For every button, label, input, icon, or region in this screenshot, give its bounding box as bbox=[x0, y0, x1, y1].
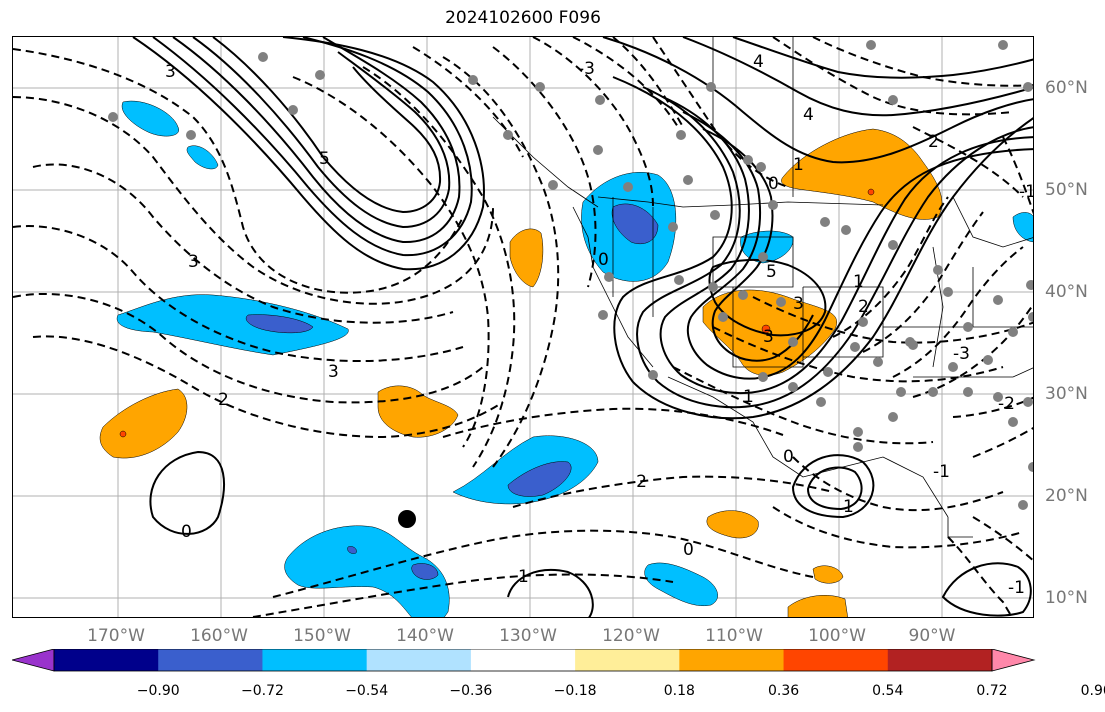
contour-label: 0 bbox=[783, 447, 794, 467]
colorbar-tick-label: −0.54 bbox=[345, 683, 389, 699]
colorbar-tick-label: −0.90 bbox=[136, 683, 180, 699]
contour-label: 1 bbox=[743, 387, 754, 407]
colorbar-segment bbox=[158, 649, 263, 671]
contour-label: 2 bbox=[858, 297, 869, 317]
contour-label: 0 bbox=[181, 522, 192, 542]
contour-label: 0 bbox=[598, 250, 609, 270]
colorbar-tick-label: −0.72 bbox=[240, 683, 284, 699]
contour-label: -2 bbox=[630, 472, 647, 492]
lon-label: 140°W bbox=[396, 626, 454, 646]
colorbar-segment bbox=[887, 649, 993, 671]
lon-label: 100°W bbox=[808, 626, 866, 646]
contour-label: 3 bbox=[188, 252, 199, 272]
map-panel: 5 4 3 3 2 1 0 0 1 2 3 4 5 -3 -2 -1 0 1 3… bbox=[12, 36, 1034, 618]
lat-label: 30°N bbox=[1045, 384, 1088, 404]
contour-label: 3 bbox=[165, 62, 176, 82]
colorbar-segment bbox=[366, 649, 472, 671]
lat-label: 10°N bbox=[1045, 588, 1088, 608]
contour-label-layer: 5 4 3 3 2 1 0 0 1 2 3 4 5 -3 -2 -1 0 1 3… bbox=[165, 52, 1034, 598]
colorbar-segment bbox=[783, 649, 889, 671]
contour-label: -3 bbox=[953, 344, 970, 364]
observation-station-markers bbox=[108, 40, 1033, 510]
contour-label: -3 bbox=[578, 59, 595, 79]
contour-label: 3 bbox=[793, 294, 804, 314]
colorbar-segment bbox=[54, 649, 159, 671]
contour-label: 0 bbox=[768, 174, 779, 194]
plot-title: 2024102600 F096 bbox=[445, 8, 601, 28]
contour-label: 1 bbox=[518, 567, 529, 587]
contour-label: -2 bbox=[998, 394, 1015, 414]
colorbar-tick-label: −0.36 bbox=[449, 683, 493, 699]
lat-label: 60°N bbox=[1045, 78, 1088, 98]
lat-label: 50°N bbox=[1045, 180, 1088, 200]
lon-label: 120°W bbox=[602, 626, 660, 646]
colorbar-tick-label: 0.54 bbox=[872, 683, 904, 699]
contour-label: 5 bbox=[766, 262, 777, 282]
colorbar-segment bbox=[679, 649, 785, 671]
positive-contours bbox=[132, 37, 1033, 617]
colorbar-segment bbox=[262, 649, 368, 671]
colorbar-segment bbox=[575, 649, 680, 671]
contour-label: 0 bbox=[683, 540, 694, 560]
colorbar-extend-low bbox=[12, 649, 55, 672]
colorbar-tick-label: 0.72 bbox=[976, 683, 1008, 699]
lat-label: 40°N bbox=[1045, 282, 1088, 302]
storm-center-marker bbox=[398, 510, 416, 528]
colorbar-segment bbox=[470, 649, 576, 671]
negative-anomaly-shading bbox=[116, 100, 1033, 617]
contour-label: 4 bbox=[753, 52, 764, 72]
contour-label: -1 bbox=[1019, 182, 1034, 202]
contour-label: -1 bbox=[1008, 578, 1025, 598]
lon-label: 170°W bbox=[87, 626, 145, 646]
colorbar bbox=[12, 649, 1036, 672]
colorbar-extend-high bbox=[991, 649, 1036, 672]
contour-label: 3 bbox=[763, 327, 774, 347]
contour-label: 3 bbox=[328, 362, 339, 382]
colorbar-segments bbox=[12, 649, 1036, 672]
contour-label: 2 bbox=[928, 132, 939, 152]
lon-label: 90°W bbox=[908, 626, 956, 646]
colorbar-tick-label: −0.18 bbox=[553, 683, 597, 699]
colorbar-tick-label: 0.18 bbox=[663, 683, 695, 699]
map-canvas: 5 4 3 3 2 1 0 0 1 2 3 4 5 -3 -2 -1 0 1 3… bbox=[13, 37, 1034, 617]
lat-label: 20°N bbox=[1045, 486, 1088, 506]
lon-label: 150°W bbox=[293, 626, 351, 646]
contour-label: 4 bbox=[803, 105, 814, 125]
contour-label: 1 bbox=[853, 272, 864, 292]
contour-label: -1 bbox=[933, 462, 950, 482]
positive-anomaly-shading bbox=[99, 128, 943, 617]
lon-label: 110°W bbox=[705, 626, 763, 646]
lon-label: 160°W bbox=[190, 626, 248, 646]
contour-label: 5 bbox=[319, 149, 330, 169]
colorbar-tick-label: 0.36 bbox=[767, 683, 800, 699]
colorbar-tick-label: 0.90 bbox=[1080, 683, 1105, 699]
contour-label: 1 bbox=[793, 155, 804, 175]
lon-label: 130°W bbox=[499, 626, 557, 646]
contour-label: 1 bbox=[843, 497, 854, 517]
contour-label: 2 bbox=[218, 390, 229, 410]
